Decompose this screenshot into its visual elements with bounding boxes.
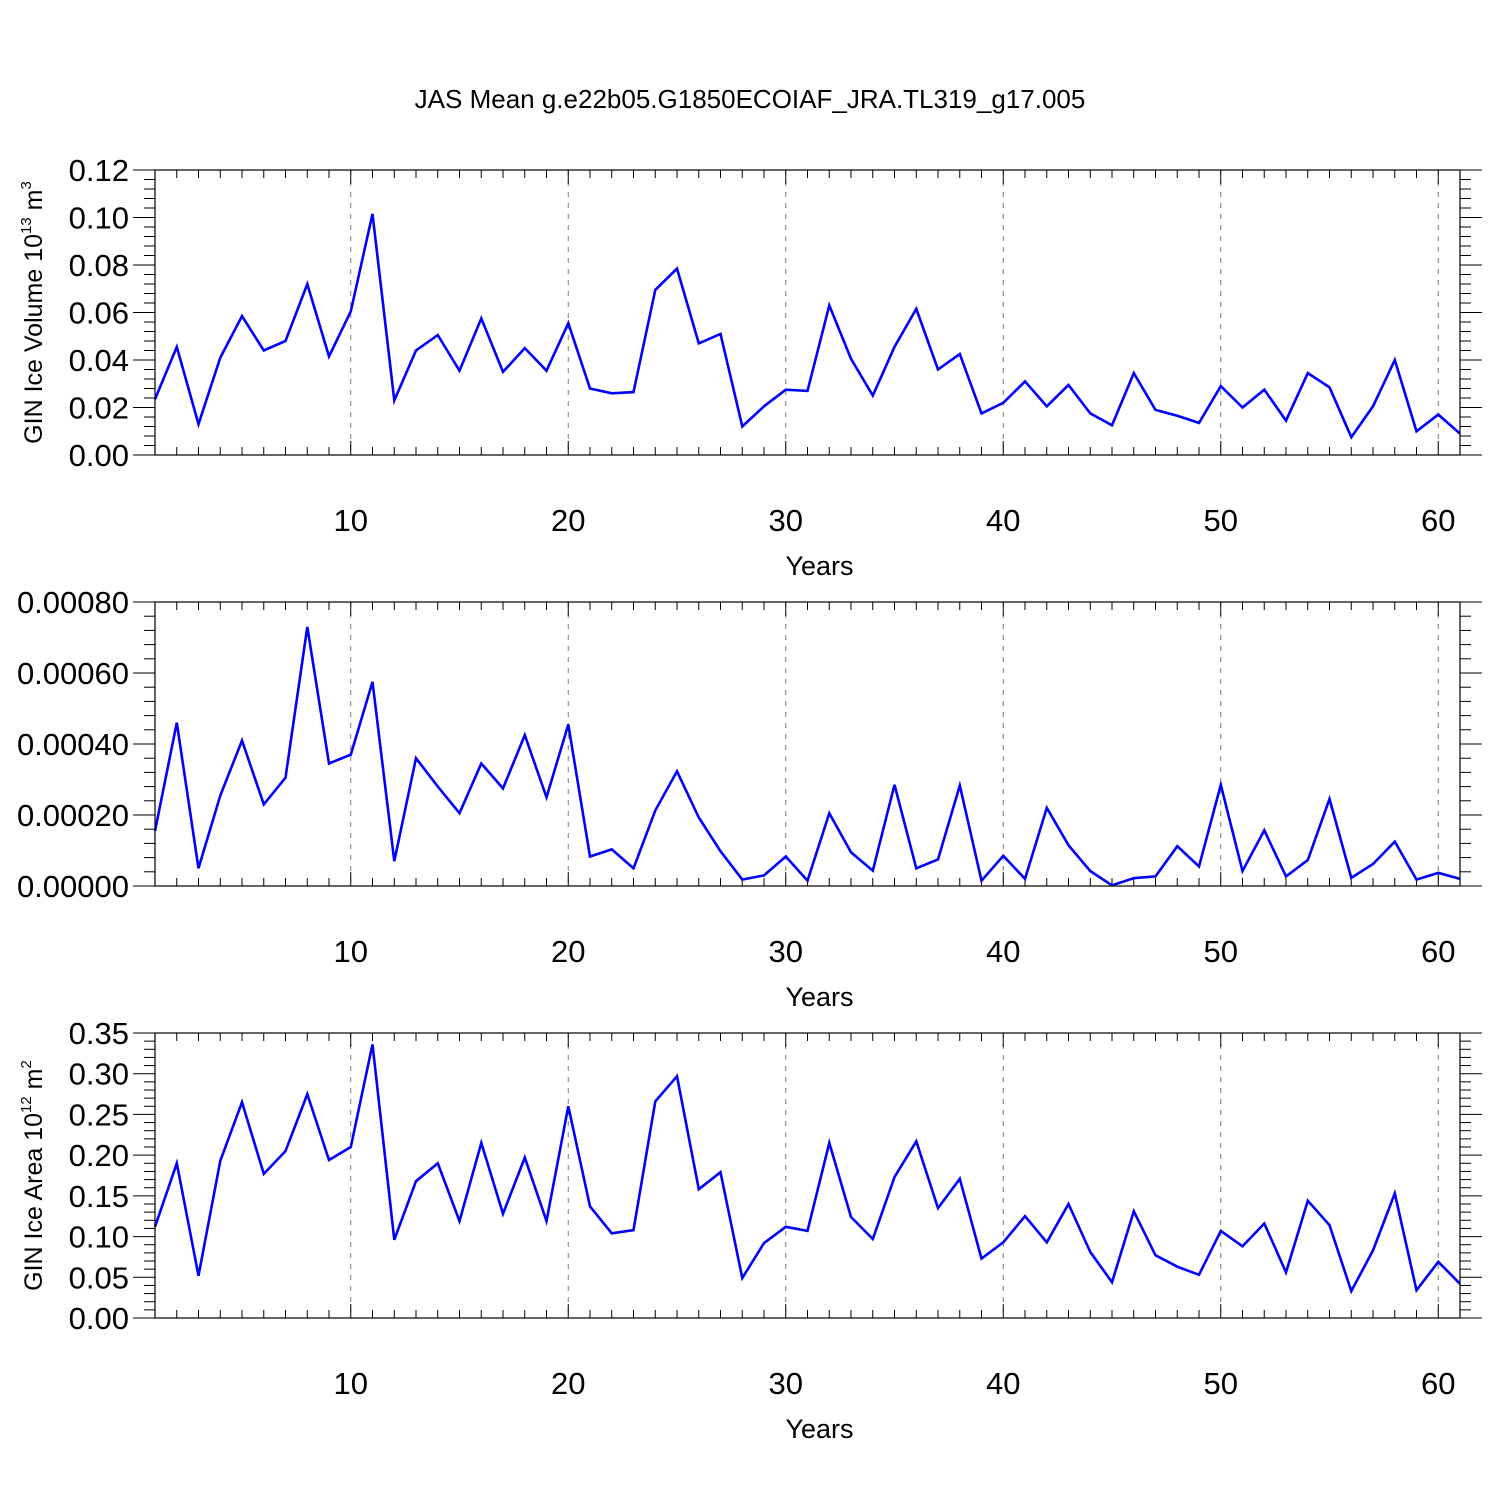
series-line-1 bbox=[153, 626, 1461, 887]
y-axis-label-exponent: 13 bbox=[18, 217, 35, 234]
y-tick-label: 0.00000 bbox=[17, 869, 129, 904]
x-tick-label: 40 bbox=[986, 934, 1020, 969]
y-tick-label: 0.10 bbox=[69, 201, 129, 236]
y-axis-label-unit-exponent: 3 bbox=[18, 181, 35, 189]
x-tick-label: 10 bbox=[334, 1366, 368, 1401]
plot-frame bbox=[154, 1032, 1461, 1319]
y-tick-label: 0.05 bbox=[69, 1260, 129, 1295]
x-tick-label: 30 bbox=[769, 503, 803, 538]
series-line-1 bbox=[153, 1044, 1461, 1295]
y-tick-label: 0.02 bbox=[69, 391, 129, 426]
x-axis-label: Years bbox=[785, 1414, 853, 1444]
y-tick-label: 0.08 bbox=[69, 248, 129, 283]
y-axis-label-unit-exponent: 2 bbox=[18, 1060, 35, 1068]
x-tick-label: 20 bbox=[551, 1366, 585, 1401]
y-axis-label-text: GIN Ice Volume 10 bbox=[20, 234, 48, 444]
x-tick-label: 20 bbox=[551, 934, 585, 969]
y-axis-label-unit: m bbox=[20, 1069, 48, 1097]
y-tick-label: 0.00040 bbox=[17, 727, 129, 762]
y-axis-label-exponent: 12 bbox=[18, 1096, 35, 1113]
x-tick-label: 60 bbox=[1421, 503, 1455, 538]
y-axis-label-text: GIN Ice Area 10 bbox=[20, 1113, 48, 1291]
y-tick-label: 0.10 bbox=[69, 1220, 129, 1255]
panels: 0.00 0.02 0.04 0.06 0.08 0.10 0.12 10 20 30 40 50 60… bbox=[17, 153, 1482, 1444]
y-tick-label: 0.06 bbox=[69, 296, 129, 331]
x-tick-label: 10 bbox=[334, 934, 368, 969]
x-tick-label: 50 bbox=[1204, 934, 1238, 969]
series-line-1 bbox=[153, 213, 1461, 440]
y-tick-label: 0.00080 bbox=[17, 585, 129, 620]
y-axis-label-unit: m bbox=[20, 190, 48, 218]
figure-title: JAS Mean g.e22b05.G1850ECOIAF_JRA.TL319_… bbox=[415, 84, 1086, 114]
x-axis-label: Years bbox=[785, 982, 853, 1012]
y-tick-label: 0.00060 bbox=[17, 656, 129, 691]
x-tick-label: 30 bbox=[769, 934, 803, 969]
x-tick-label: 60 bbox=[1421, 1366, 1455, 1401]
chart-panel-3: 0.00 0.05 0.10 0.15 0.20 0.25 0.30 0.35 10 20 30 40… bbox=[18, 1016, 1482, 1444]
y-tick-label: 0.12 bbox=[69, 153, 129, 188]
y-tick-label: 0.25 bbox=[69, 1097, 129, 1132]
y-tick-label: 0.20 bbox=[69, 1138, 129, 1173]
y-tick-label: 0.15 bbox=[69, 1179, 129, 1214]
plot-frame bbox=[154, 601, 1461, 887]
y-tick-label: 0.04 bbox=[69, 343, 129, 378]
x-tick-label: 30 bbox=[769, 1366, 803, 1401]
x-tick-label: 20 bbox=[551, 503, 585, 538]
chart-panel-2: 0.00000 0.00020 0.00040 0.00060 0.00080 10 20 3… bbox=[17, 585, 1482, 1012]
y-tick-label: 0.00 bbox=[69, 438, 129, 473]
x-tick-label: 50 bbox=[1204, 1366, 1238, 1401]
y-tick-label: 0.00 bbox=[69, 1301, 129, 1336]
y-axis-label: GIN Ice Area 1012 m2 bbox=[18, 1060, 48, 1291]
chart-panel-1: 0.00 0.02 0.04 0.06 0.08 0.10 0.12 10 20 30 40 50 60… bbox=[18, 153, 1482, 581]
x-tick-label: 40 bbox=[986, 1366, 1020, 1401]
x-tick-label: 40 bbox=[986, 503, 1020, 538]
y-tick-label: 0.35 bbox=[69, 1016, 129, 1051]
y-tick-label: 0.30 bbox=[69, 1057, 129, 1092]
x-tick-label: 60 bbox=[1421, 934, 1455, 969]
plot-frame bbox=[154, 169, 1461, 456]
x-axis-label: Years bbox=[785, 551, 853, 581]
y-tick-label: 0.00020 bbox=[17, 798, 129, 833]
x-tick-label: 10 bbox=[334, 503, 368, 538]
x-tick-label: 50 bbox=[1204, 503, 1238, 538]
y-axis-label: GIN Ice Volume 1013 m3 bbox=[18, 181, 48, 444]
